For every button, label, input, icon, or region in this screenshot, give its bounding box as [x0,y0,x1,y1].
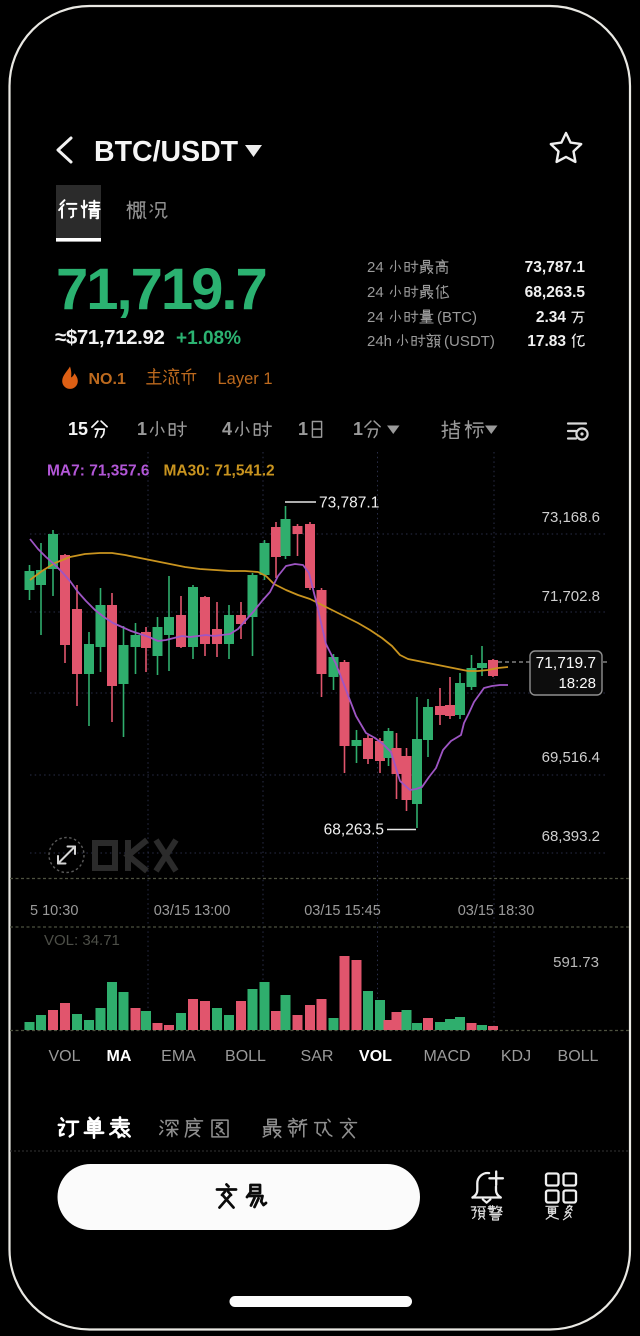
svg-text:24: 24 [367,259,384,276]
svg-text:MA30: 71,541.2: MA30: 71,541.2 [164,463,275,480]
svg-text:73,787.1: 73,787.1 [319,495,379,512]
svg-text:(USDT): (USDT) [444,333,495,350]
svg-text:69,516.4: 69,516.4 [542,749,600,766]
svg-text:BTC/USDT: BTC/USDT [94,136,239,168]
svg-text:591.73: 591.73 [553,954,599,971]
svg-text:EMA: EMA [161,1048,196,1065]
svg-text:2.34: 2.34 [536,309,567,326]
svg-text:NO.1: NO.1 [89,371,126,388]
svg-text:+1.08%: +1.08% [176,328,241,349]
svg-text:15: 15 [68,419,88,439]
svg-text:17.83: 17.83 [527,333,566,350]
svg-text:MA: MA [107,1048,132,1065]
svg-text:68,393.2: 68,393.2 [542,828,600,845]
svg-text:71,719.7: 71,719.7 [56,257,266,322]
svg-text:(BTC): (BTC) [437,309,477,326]
svg-text:73,168.6: 73,168.6 [542,509,600,526]
svg-text:≈$71,712.92: ≈$71,712.92 [55,326,164,349]
svg-text:71,719.7: 71,719.7 [536,655,596,672]
svg-text:BOLL: BOLL [558,1048,599,1065]
svg-text:03/15 15:45: 03/15 15:45 [304,903,381,919]
svg-text:MA7: 71,357.6: MA7: 71,357.6 [47,463,150,480]
svg-text:VOL: VOL [48,1048,80,1065]
svg-text:VOL: VOL [359,1048,392,1065]
svg-text:VOL: 34.71: VOL: 34.71 [44,932,120,949]
svg-text:1: 1 [298,419,308,439]
svg-text:5 10:30: 5 10:30 [30,903,78,919]
svg-text:SAR: SAR [301,1048,334,1065]
svg-text:73,787.1: 73,787.1 [525,259,586,276]
svg-text:BOLL: BOLL [225,1048,266,1065]
svg-text:03/15 13:00: 03/15 13:00 [154,903,231,919]
svg-text:24h: 24h [367,333,392,350]
svg-text:24: 24 [367,309,384,326]
svg-text:18:28: 18:28 [558,675,596,692]
svg-text:1: 1 [137,419,147,439]
svg-text:03/15 18:30: 03/15 18:30 [458,903,535,919]
svg-text:68,263.5: 68,263.5 [324,822,384,839]
svg-text:1: 1 [353,419,363,439]
svg-text:4: 4 [222,419,232,439]
svg-text:71,702.8: 71,702.8 [542,588,600,605]
svg-text:KDJ: KDJ [501,1048,531,1065]
svg-text:MACD: MACD [423,1048,470,1065]
svg-text:Layer 1: Layer 1 [218,370,273,388]
svg-text:24: 24 [367,284,384,301]
svg-text:68,263.5: 68,263.5 [525,284,586,301]
